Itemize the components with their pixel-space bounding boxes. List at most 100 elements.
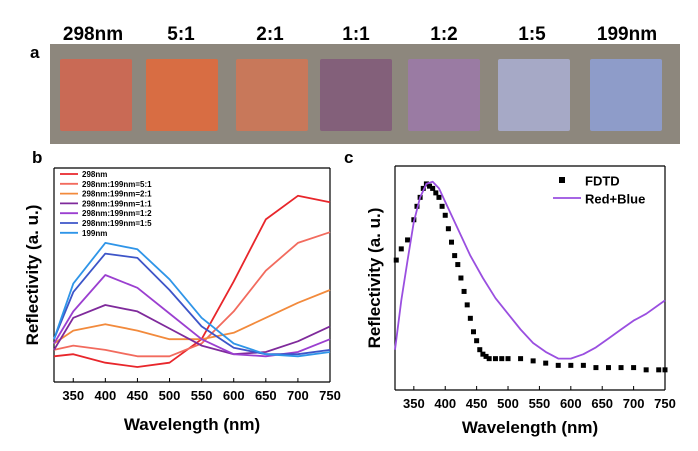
sample-swatch — [320, 59, 392, 131]
sample-swatch — [408, 59, 480, 131]
x-tick-label: 400 — [434, 396, 456, 411]
data-point — [461, 288, 467, 294]
x-tick-label: 350 — [62, 388, 84, 403]
x-tick-label: 650 — [255, 388, 277, 403]
x-tick-label: 550 — [191, 388, 213, 403]
chart-c: 350 400 450 500 550 600 650 700 750 FDTD Red+Blue… — [365, 165, 676, 437]
data-point — [449, 239, 455, 245]
chart-c-ylabel: Reflectivity (a. u.) — [365, 208, 384, 349]
legend-label: FDTD — [585, 174, 620, 189]
legend-label: 298nm:199nm=1:1 — [82, 199, 152, 208]
swatch-label: 1:2 — [430, 24, 458, 45]
x-tick-label: 450 — [466, 396, 488, 411]
series-line — [53, 242, 331, 358]
data-point — [486, 356, 492, 362]
legend-label: 298nm:199nm=1:2 — [82, 209, 152, 218]
data-point — [605, 365, 611, 371]
sample-swatch — [60, 59, 132, 131]
x-tick-label: 650 — [591, 396, 613, 411]
x-tick-label: 700 — [287, 388, 309, 403]
data-point — [436, 194, 442, 200]
panel-c-label: c — [344, 148, 354, 167]
data-point — [480, 351, 486, 357]
sample-swatch — [146, 59, 218, 131]
data-point — [474, 338, 480, 344]
data-point — [505, 356, 511, 362]
series-line — [53, 231, 331, 358]
data-point — [580, 362, 586, 368]
swatch-label: 199nm — [596, 24, 658, 45]
panel-a-label: a — [30, 43, 40, 62]
sample-swatch — [498, 59, 570, 131]
data-point — [593, 365, 599, 371]
data-point — [499, 356, 505, 362]
swatch-label: 2:1 — [256, 24, 284, 45]
legend-label: Red+Blue — [585, 192, 645, 207]
x-tick-label: 500 — [497, 396, 519, 411]
data-point — [398, 246, 404, 252]
series-line — [53, 289, 331, 345]
data-point — [662, 367, 668, 373]
sample-swatch — [236, 59, 308, 131]
x-tick-label: 600 — [223, 388, 245, 403]
data-point — [420, 185, 426, 191]
data-point — [445, 226, 451, 232]
x-tick-label: 700 — [623, 396, 645, 411]
series-line — [53, 194, 331, 368]
data-point — [464, 302, 470, 308]
data-point — [477, 347, 483, 353]
data-point — [643, 367, 649, 373]
data-point — [568, 362, 574, 368]
series-line — [53, 252, 331, 356]
series-line — [53, 304, 331, 356]
x-tick-label: 750 — [654, 396, 676, 411]
legend-label: 298nm — [82, 170, 107, 179]
x-tick-label: 450 — [127, 388, 149, 403]
x-tick-label: 400 — [94, 388, 116, 403]
legend-label: 199nm — [82, 229, 107, 238]
swatch-label: 5:1 — [167, 24, 195, 45]
legend-label: 298nm:199nm=5:1 — [82, 180, 152, 189]
data-point — [427, 183, 433, 189]
swatch-label: 298nm — [62, 24, 124, 45]
swatch-label: 1:1 — [342, 24, 370, 45]
series-line — [394, 180, 666, 360]
data-point — [492, 356, 498, 362]
data-point — [439, 203, 445, 209]
x-tick-label: 350 — [403, 396, 425, 411]
chart-c-xlabel: Wavelength (nm) — [462, 418, 598, 437]
data-point — [656, 367, 662, 373]
data-point — [530, 358, 536, 364]
chart-b-ylabel: Reflectivity (a. u.) — [23, 205, 42, 346]
data-point — [458, 275, 464, 281]
sample-photo — [50, 44, 680, 144]
data-point — [618, 365, 624, 371]
data-point — [467, 315, 473, 321]
data-point — [433, 190, 439, 196]
data-point — [631, 365, 637, 371]
legend-label: 298nm:199nm=1:5 — [82, 219, 152, 228]
data-point — [393, 257, 399, 263]
legend-marker — [559, 177, 565, 183]
swatch-label: 1:5 — [518, 24, 546, 45]
panel-b-label: b — [32, 148, 43, 167]
data-point — [452, 253, 458, 259]
chart-b: 350 400 450 500 550 600 650 700 750 298nm298nm:1… — [23, 167, 341, 434]
x-tick-label: 600 — [560, 396, 582, 411]
x-tick-label: 750 — [319, 388, 341, 403]
data-point — [470, 329, 476, 335]
data-point — [555, 362, 561, 368]
chart-b-axes — [53, 167, 331, 383]
x-tick-label: 550 — [529, 396, 551, 411]
data-point — [405, 237, 411, 243]
data-point — [518, 356, 524, 362]
data-point — [543, 360, 549, 366]
chart-c-axes — [394, 165, 666, 391]
legend-label: 298nm:199nm=2:1 — [82, 190, 152, 199]
x-tick-label: 500 — [159, 388, 181, 403]
data-point — [442, 212, 448, 218]
data-point — [430, 185, 436, 191]
sample-swatch — [590, 59, 662, 131]
data-point — [483, 353, 489, 359]
